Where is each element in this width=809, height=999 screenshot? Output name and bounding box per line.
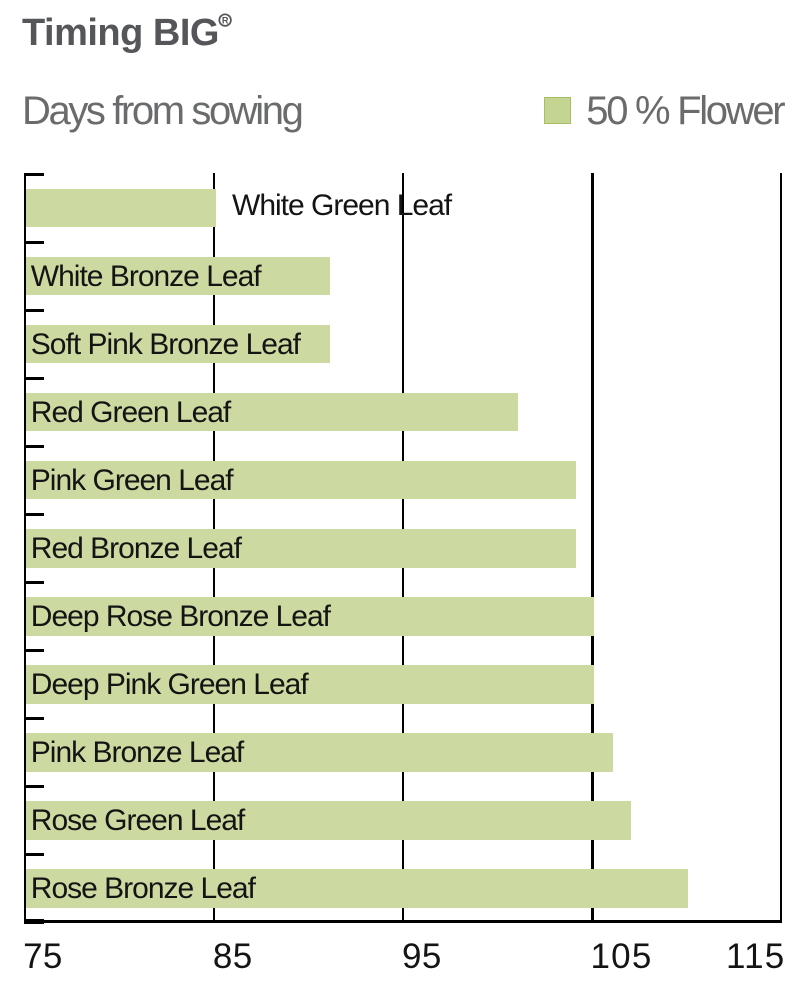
svg-text:R: R: [222, 16, 229, 26]
